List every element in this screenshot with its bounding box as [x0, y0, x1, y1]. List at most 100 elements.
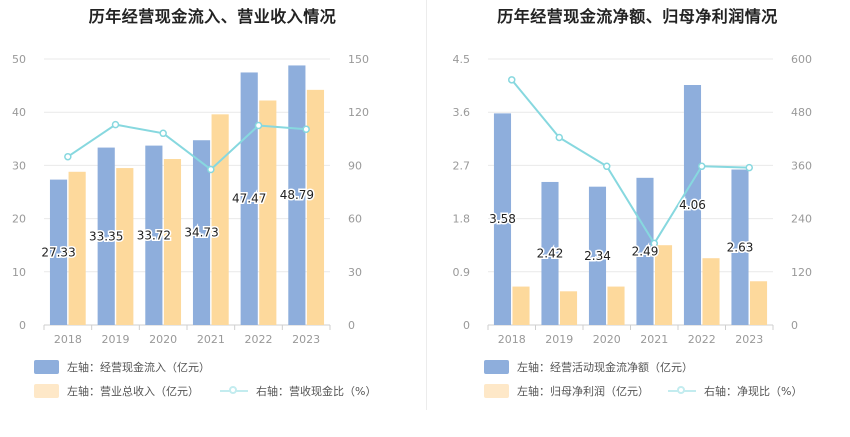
ratio-point: [64, 152, 72, 161]
bar-bar-secondary: [68, 171, 86, 325]
bar-bar-secondary: [749, 281, 768, 325]
ratio-point: [159, 129, 167, 138]
bar-bar-primary: [588, 186, 607, 325]
ratio-point: [254, 121, 263, 130]
ratio-point: [508, 76, 516, 84]
y-right-tick-label: 240: [791, 213, 812, 226]
bar-bar-secondary: [702, 258, 720, 325]
bar-data-label: 2.34: [584, 249, 611, 263]
legend-label: 左轴：归母净利润（亿元）: [517, 385, 649, 398]
ratio-point: [555, 133, 563, 142]
bar-bar-secondary: [163, 159, 182, 325]
x-tick-label: 2023: [735, 333, 763, 345]
y-left-tick-label: 30: [12, 159, 26, 172]
y-left-tick-label: 3.6: [453, 106, 471, 119]
legend-label: 左轴：经营现金流入（亿元）: [67, 361, 210, 374]
y-right-tick-label: 150: [348, 53, 369, 66]
legend-label: 右轴：营收现金比（%）: [256, 385, 377, 398]
x-tick-label: 2019: [545, 333, 573, 345]
bar-bar-primary: [683, 85, 702, 326]
legend-left-cash-inflow[interactable]: 左轴：经营现金流入（亿元）: [34, 359, 210, 375]
y-left-tick-label: 20: [12, 213, 26, 226]
y-right-tick-label: 480: [791, 106, 812, 119]
legend-label: 左轴：营业总收入（亿元）: [67, 385, 199, 398]
x-tick-label: 2022: [245, 333, 273, 345]
y-right-tick-label: 120: [791, 266, 812, 279]
ratio-point: [698, 162, 706, 171]
bar-bar-primary: [636, 177, 654, 325]
ratio-point: [650, 239, 658, 248]
y-right-tick-label: 30: [348, 266, 362, 279]
x-tick-label: 2022: [688, 333, 716, 345]
bar-bar-secondary: [211, 114, 229, 325]
legend-label: 右轴：净现比（%）: [704, 385, 803, 398]
x-tick-label: 2023: [292, 333, 320, 345]
legend-left-ratio[interactable]: 右轴：营收现金比（%）: [220, 383, 376, 399]
legend-right-net-cash[interactable]: 左轴：经营活动现金流净额（亿元）: [484, 359, 693, 375]
bar-bar-secondary: [559, 291, 578, 325]
y-left-tick-label: 0: [463, 319, 470, 332]
legend-swatch: [34, 360, 59, 374]
y-right-tick-label: 360: [791, 159, 812, 172]
bar-bar-primary: [240, 72, 258, 326]
y-left-tick-label: 4.5: [453, 53, 471, 66]
bar-data-label: 2.42: [537, 246, 564, 260]
legend-label: 左轴：经营活动现金流净额（亿元）: [517, 361, 693, 374]
bar-data-label: 2.49: [632, 244, 659, 258]
x-tick-label: 2018: [498, 333, 526, 345]
chart-title-left: 历年经营现金流入、营业收入情况: [88, 7, 337, 26]
bar-data-label: 3.58: [489, 212, 516, 226]
ratio-point: [111, 120, 120, 129]
x-tick-label: 2020: [149, 333, 177, 345]
legend-right-ratio[interactable]: 右轴：净现比（%）: [668, 383, 802, 399]
y-right-tick-label: 0: [348, 319, 355, 332]
y-right-tick-label: 0: [791, 319, 798, 332]
bar-bar-secondary: [512, 286, 530, 325]
legend-line-icon: [220, 384, 248, 398]
y-left-tick-label: 40: [12, 106, 26, 119]
bar-data-label: 34.73: [184, 226, 218, 240]
ratio-line: [510, 79, 750, 246]
legend-right-net-profit[interactable]: 左轴：归母净利润（亿元）: [484, 383, 649, 399]
legend-swatch: [34, 384, 59, 398]
bar-data-label: 48.79: [280, 188, 314, 202]
legend-line-icon: [668, 384, 696, 398]
x-tick-label: 2019: [102, 333, 130, 345]
bar-bar-primary: [49, 179, 68, 325]
ratio-point: [207, 165, 215, 174]
y-left-tick-label: 1.8: [453, 213, 471, 226]
legend-left-revenue[interactable]: 左轴：营业总收入（亿元）: [34, 383, 199, 399]
chart-right: 0 0.9 1.8 2.7 3.6 4.5 0 120 240 360 480 600 2018 2019…: [453, 53, 813, 345]
y-left-tick-label: 2.7: [453, 159, 471, 172]
x-tick-label: 2021: [197, 333, 225, 345]
y-left-tick-label: 50: [12, 53, 26, 66]
bar-bar-secondary: [306, 89, 325, 325]
chart-left: 0 10 20 30 40 50 0 30 60 90 120 150 2018 2019 2020 2021…: [12, 53, 369, 345]
y-left-tick-label: 0: [19, 319, 26, 332]
ratio-line: [67, 123, 307, 171]
y-left-tick-label: 0.9: [453, 266, 471, 279]
bar-bar-primary: [192, 140, 211, 325]
x-tick-label: 2021: [640, 333, 668, 345]
bar-data-label: 2.63: [727, 240, 754, 254]
ratio-point: [603, 162, 611, 171]
x-tick-label: 2020: [593, 333, 621, 345]
bar-bar-secondary: [654, 245, 673, 325]
bar-data-label: 27.33: [41, 245, 75, 259]
bar-bar-primary: [493, 113, 512, 325]
bar-bar-secondary: [607, 286, 625, 325]
bar-bar-primary: [145, 145, 163, 325]
y-left-tick-label: 10: [12, 266, 26, 279]
y-right-tick-label: 90: [348, 159, 362, 172]
x-tick-label: 2018: [54, 333, 82, 345]
y-right-tick-label: 120: [348, 106, 369, 119]
bar-bar-primary: [541, 181, 559, 325]
bar-data-label: 47.47: [232, 192, 266, 206]
bar-data-label: 33.35: [89, 229, 123, 243]
ratio-point: [302, 125, 310, 133]
bar-bar-primary: [288, 65, 306, 326]
legend-swatch: [484, 360, 509, 374]
bar-bar-primary: [731, 169, 749, 325]
panel-divider: [426, 0, 427, 410]
